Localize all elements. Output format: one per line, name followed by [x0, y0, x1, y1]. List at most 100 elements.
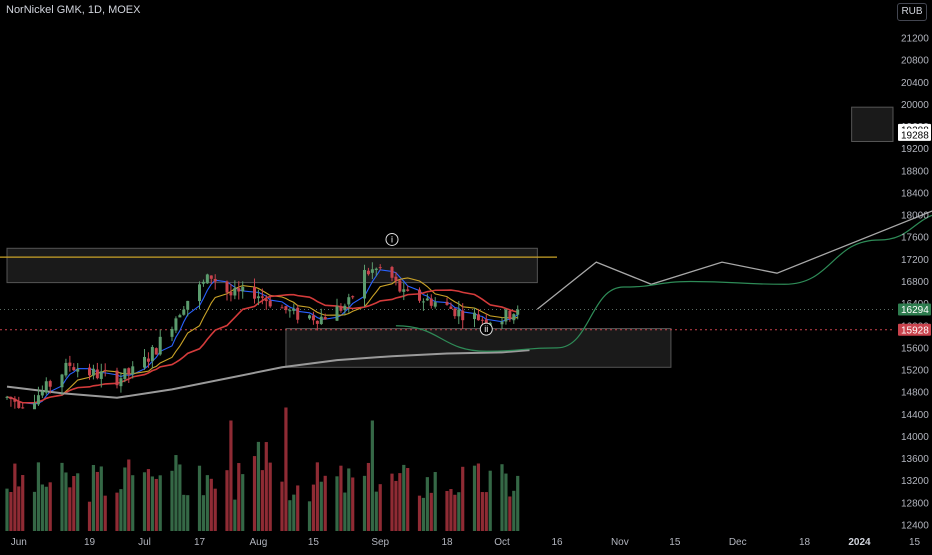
projection-grey-path: [536, 210, 932, 310]
candle-body: [158, 336, 162, 355]
volume-bar: [182, 494, 186, 531]
candle-body: [241, 286, 245, 292]
candle-body: [174, 318, 178, 331]
volume-bar: [296, 485, 300, 531]
volume-bar: [488, 470, 492, 531]
candle-body: [292, 308, 296, 311]
candle-body: [260, 296, 264, 298]
x-tick-label: 2024: [848, 537, 871, 548]
volume-bar: [119, 489, 123, 531]
volume-bar: [402, 464, 406, 531]
candle-body: [60, 374, 64, 388]
x-tick-label: 17: [194, 537, 206, 548]
x-tick-label: 16: [551, 537, 563, 548]
currency-button[interactable]: RUB: [897, 3, 927, 21]
y-tick-label: 14800: [901, 388, 929, 399]
volume-bar: [390, 473, 394, 531]
candle-body: [398, 280, 402, 292]
candle-body: [296, 307, 300, 320]
volume-bar: [433, 472, 437, 531]
candle-body: [366, 270, 370, 275]
x-tick-label: 15: [909, 537, 921, 548]
volume-bar: [453, 494, 457, 531]
x-tick-label: Nov: [611, 537, 629, 548]
candle-body: [119, 378, 123, 387]
candle-body: [512, 314, 516, 321]
volume-bar: [252, 456, 257, 531]
volume-bar: [142, 472, 147, 531]
candle-body: [40, 391, 44, 396]
y-tick-label: 20800: [901, 56, 929, 67]
volume-bar: [449, 489, 453, 531]
volume-bar: [64, 472, 68, 531]
candle-body: [99, 371, 103, 379]
volume-bar: [76, 473, 80, 531]
volume-bar: [21, 475, 25, 531]
candle-body: [445, 301, 449, 305]
price-labels: 19288192881629415928: [898, 123, 931, 336]
volume-bar: [115, 492, 119, 531]
candle-body: [504, 309, 508, 322]
wave-label-text: ii: [484, 324, 488, 334]
x-tick-label: Aug: [250, 537, 268, 548]
y-tick-label: 16800: [901, 277, 929, 288]
candle-body: [308, 315, 311, 319]
candle-body: [476, 314, 480, 321]
volume-bar: [362, 475, 367, 531]
volume-bar: [237, 463, 241, 531]
volume-bar: [103, 495, 107, 531]
volume-bar: [174, 455, 178, 531]
y-axis[interactable]: 2120020800204002000019600192001880018400…: [901, 34, 929, 532]
candle-body: [347, 297, 351, 305]
volume-bar: [512, 490, 516, 531]
candle-body: [484, 319, 488, 324]
volume-bar: [60, 462, 64, 531]
volume-bar: [201, 495, 206, 531]
x-axis[interactable]: Jun 19 Jul 17 Aug 15 Sep 18 Oct 16 Nov 15 Dec 18 2024 1…: [11, 537, 921, 548]
candle-body: [280, 307, 284, 309]
y-tick-label: 20400: [901, 78, 929, 89]
candle-body: [264, 299, 268, 302]
x-tick-label: Oct: [494, 537, 510, 548]
candle-body: [473, 312, 476, 320]
y-tick-label: 13600: [901, 454, 929, 465]
wave-labels: iii: [385, 232, 493, 336]
candle-body: [17, 401, 21, 408]
volume-bar: [36, 462, 41, 531]
volume-bar: [445, 490, 449, 531]
volume-bar: [5, 488, 9, 531]
candle-body: [453, 308, 457, 317]
candle-body: [213, 278, 217, 282]
candle-body: [268, 300, 272, 307]
volume-bar: [260, 470, 264, 531]
candle-body: [433, 302, 437, 307]
volume-bar: [343, 492, 347, 531]
volume-bar: [280, 481, 284, 531]
volume-bar: [13, 463, 17, 531]
volume-bar: [32, 491, 37, 531]
projections: [395, 210, 932, 352]
candle-body: [88, 367, 91, 376]
candle-body: [178, 315, 182, 318]
volume-bar: [68, 487, 72, 531]
y-tick-label: 12800: [901, 498, 929, 509]
zone-box: [285, 328, 672, 368]
candle-body: [225, 281, 229, 293]
x-tick-label: 18: [799, 537, 811, 548]
candle-body: [76, 369, 80, 372]
candle-body: [363, 269, 366, 299]
projection-green-curve: [395, 214, 932, 352]
volume-bar: [292, 494, 296, 531]
zone-box: [851, 106, 894, 142]
candle-body: [516, 309, 520, 315]
volume-bar: [229, 420, 233, 531]
volume-bar: [268, 462, 272, 531]
x-tick-label: 15: [669, 537, 681, 548]
candle-body: [402, 289, 406, 292]
price-label-text: 16294: [901, 305, 929, 316]
volume-bar: [178, 464, 182, 531]
candle-body: [44, 381, 48, 393]
volume-bar: [311, 484, 316, 531]
